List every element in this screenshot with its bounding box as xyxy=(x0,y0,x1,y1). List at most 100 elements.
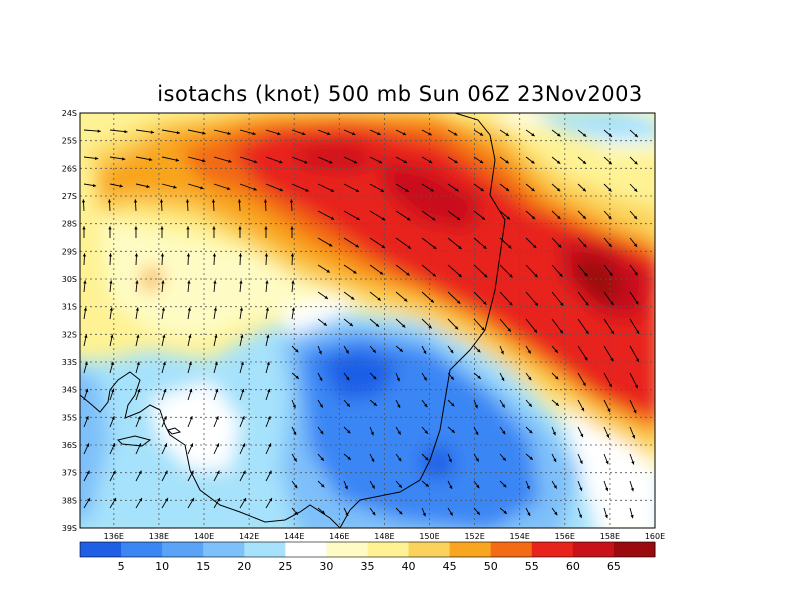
wind-arrow xyxy=(135,280,139,293)
wind-arrow xyxy=(83,388,89,401)
wind-arrow xyxy=(395,129,407,136)
wind-arrow xyxy=(239,361,244,374)
wind-arrow xyxy=(239,388,245,401)
wind-arrow xyxy=(213,497,221,509)
wind-arrow xyxy=(421,426,429,435)
wind-arrow xyxy=(603,210,612,220)
wind-arrow xyxy=(238,253,243,266)
wind-arrow xyxy=(577,480,583,492)
lon-label: 142E xyxy=(239,532,259,541)
wind-arrow xyxy=(343,372,350,381)
wind-arrow xyxy=(369,453,375,463)
wind-arrow xyxy=(239,183,257,191)
colorbar-swatch xyxy=(121,542,163,557)
colorbar-label: 50 xyxy=(484,560,498,573)
wind-arrow xyxy=(160,253,165,266)
wind-arrow xyxy=(239,307,244,320)
wind-arrow xyxy=(343,480,348,490)
colorbar-swatch xyxy=(326,542,368,557)
wind-arrow xyxy=(265,497,273,509)
wind-arrow xyxy=(421,210,436,221)
wind-arrow xyxy=(83,470,90,482)
wind-arrow xyxy=(447,345,454,354)
wind-arrow xyxy=(499,399,506,408)
wind-arrow xyxy=(603,345,614,362)
colorbar-swatch xyxy=(367,542,410,557)
wind-arrow xyxy=(369,345,377,354)
wind-arrow xyxy=(525,156,535,164)
wind-arrow xyxy=(239,443,246,455)
wind-arrow xyxy=(135,334,140,347)
wind-arrow xyxy=(395,237,412,249)
wind-arrow xyxy=(135,497,143,509)
wind-arrow xyxy=(317,372,323,382)
wind-arrow xyxy=(265,334,270,347)
wind-arrow xyxy=(395,183,409,192)
wind-arrow xyxy=(603,129,613,138)
wind-arrow xyxy=(551,426,556,436)
wind-arrow xyxy=(499,291,513,306)
isotach-field xyxy=(80,113,655,528)
wind-arrow xyxy=(525,264,538,278)
wind-arrow xyxy=(108,226,112,239)
wind-arrow xyxy=(265,415,271,428)
wind-arrow xyxy=(473,237,487,250)
wind-arrow xyxy=(264,253,269,266)
wind-arrow xyxy=(577,156,587,165)
wind-arrow xyxy=(395,318,406,328)
map-frame xyxy=(79,112,656,529)
wind-arrow xyxy=(499,372,505,382)
lat-label: 28S xyxy=(62,220,77,229)
wind-arrow xyxy=(290,253,295,266)
wind-arrow xyxy=(473,507,481,516)
wind-arrow xyxy=(447,426,456,434)
wind-arrow xyxy=(317,426,324,435)
wind-arrow xyxy=(629,480,634,492)
wind-arrow xyxy=(187,129,206,135)
lat-label: 34S xyxy=(62,386,77,395)
wind-arrow xyxy=(317,129,331,136)
wind-arrow xyxy=(343,291,355,301)
wind-arrow xyxy=(603,156,613,165)
longitude-labels: 136E 138E 140E 142E 144E 146E 148E 150E 152E 154E… xyxy=(104,532,666,541)
wind-arrow xyxy=(317,453,325,462)
wind-arrow xyxy=(291,307,296,320)
wind-arrow xyxy=(447,318,459,330)
wind-arrow xyxy=(473,480,480,489)
wind-arrow xyxy=(473,183,485,192)
wind-arrow xyxy=(213,361,218,374)
wind-arrow xyxy=(211,199,216,212)
wind-arrow xyxy=(551,210,561,220)
wind-arrow xyxy=(551,156,561,165)
wind-arrow xyxy=(187,156,206,163)
wind-arrow xyxy=(421,399,428,408)
wind-arrow xyxy=(109,388,115,401)
wind-arrow xyxy=(187,443,194,455)
wind-arrow xyxy=(499,129,510,137)
wind-arrow xyxy=(291,507,299,516)
wind-arrow xyxy=(525,453,534,461)
wind-arrow xyxy=(317,507,326,515)
wind-arrow xyxy=(109,334,114,347)
wind-arrow xyxy=(265,156,283,164)
wind-arrow xyxy=(81,199,86,212)
wind-arrow xyxy=(395,480,403,489)
wind-arrow xyxy=(83,129,101,133)
wind-arrow xyxy=(369,183,385,193)
wind-arrow xyxy=(109,361,114,374)
wind-arrow xyxy=(447,399,455,407)
wind-arrow xyxy=(603,318,615,335)
wind-arrow xyxy=(108,253,113,266)
wind-arrow xyxy=(291,183,309,192)
lat-label: 33S xyxy=(62,358,77,367)
wind-arrow xyxy=(187,280,191,293)
lon-label: 160E xyxy=(645,532,665,541)
wind-arrow xyxy=(239,415,245,428)
wind-arrow xyxy=(577,291,589,306)
wind-arrow xyxy=(239,497,247,509)
wind-arrow xyxy=(421,237,437,250)
wind-arrow xyxy=(213,129,231,135)
wind-arrow xyxy=(629,291,639,305)
wind-arrow xyxy=(83,497,91,509)
wind-arrow xyxy=(343,156,358,164)
